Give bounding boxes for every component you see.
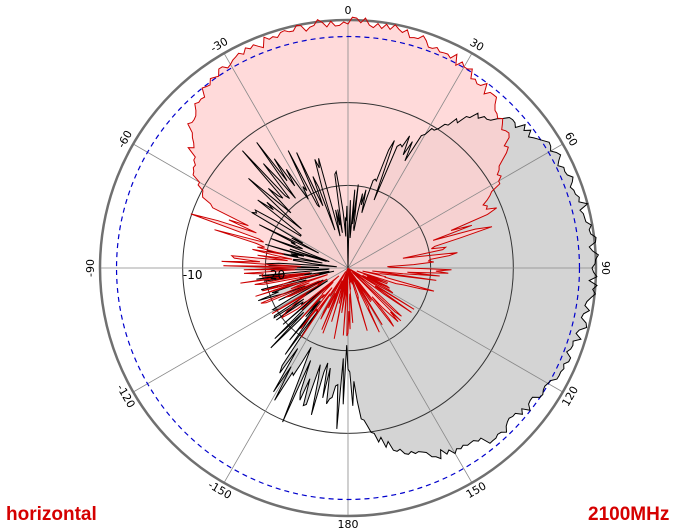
reference-circle — [115, 35, 581, 501]
angle-tick-label: -120 — [114, 382, 138, 410]
copolar-line — [187, 16, 510, 339]
crosspolar-fill — [242, 113, 599, 459]
pattern-lines — [187, 16, 600, 460]
pattern-fills — [187, 17, 599, 459]
outer-circle — [98, 18, 598, 518]
radial-tick-label: -20 — [265, 268, 285, 282]
angle-tick-label: -150 — [206, 478, 234, 502]
angle-tick-label: -90 — [84, 259, 97, 277]
angle-tick-label: 30 — [467, 36, 486, 54]
angle-tick-label: 180 — [338, 518, 359, 530]
angle-tick-label: 60 — [562, 130, 580, 149]
angle-tick-label: 0 — [345, 4, 352, 17]
angle-tick-label: 90 — [599, 261, 612, 275]
angle-tick-label: 150 — [464, 479, 489, 501]
frequency-label: 2100MHz — [588, 504, 670, 525]
copolar-fill — [187, 17, 510, 339]
radial-tick-label: -10 — [183, 268, 203, 282]
angle-tick-label: 120 — [559, 384, 581, 409]
polarization-label: horizontal — [6, 504, 97, 525]
